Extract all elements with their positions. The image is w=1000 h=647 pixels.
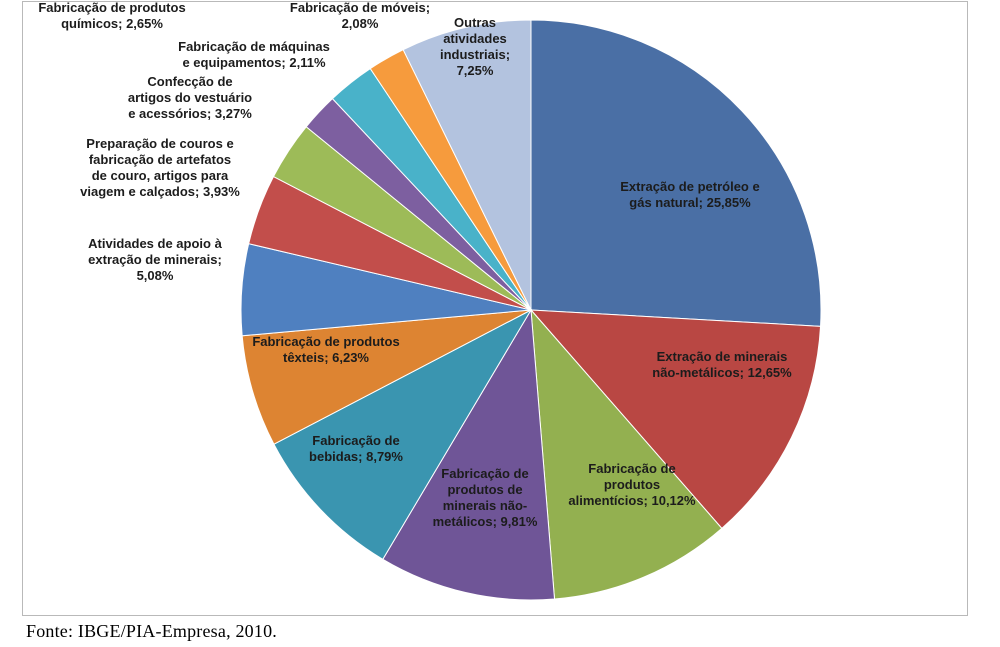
slice-label-line: Fabricação de produtos bbox=[252, 334, 399, 349]
pie-slices bbox=[240, 19, 822, 601]
slice-label-line: Fabricação de bbox=[312, 433, 399, 448]
slice-label: Extração de minerais não-metálicos; 12,65… bbox=[652, 349, 792, 380]
pie-labels: Extração de petróleo e gás natural; 25,85… bbox=[38, 0, 792, 529]
slice-label: Fabricação de produtos alimentícios; 10,12… bbox=[568, 461, 696, 508]
slice-label: Fabricação de produtos têxteis; 6,23% bbox=[252, 334, 399, 365]
slice-label-line: extração de minerais; bbox=[88, 252, 222, 267]
pie-slice bbox=[382, 308, 556, 601]
slice-label-line: artigos do vestuário bbox=[128, 90, 252, 105]
slice-label-line: Fabricação de produtos bbox=[38, 0, 185, 15]
slice-label: Fabricação de produtos químicos; 2,65% bbox=[38, 0, 185, 31]
slice-label-line: Fabricação de móveis; bbox=[290, 0, 430, 15]
slice-label-line: Extração de petróleo e bbox=[620, 179, 759, 194]
slice-label-line: Preparação de couros e bbox=[86, 136, 233, 151]
slice-label-line: químicos; 2,65% bbox=[61, 16, 163, 31]
slice-label: Fabricação de móveis; 2,08% bbox=[290, 0, 430, 31]
slice-label-line: gás natural; 25,85% bbox=[629, 195, 751, 210]
slice-label-line: Outras bbox=[454, 15, 496, 30]
slice-label-line: viagem e calçados; 3,93% bbox=[80, 184, 240, 199]
slice-label-line: fabricação de artefatos bbox=[89, 152, 231, 167]
slice-label-line: Atividades de apoio à bbox=[88, 236, 222, 251]
slice-label-line: 5,08% bbox=[137, 268, 174, 283]
slice-label-line: Confecção de bbox=[147, 74, 232, 89]
pie-slice bbox=[530, 19, 822, 327]
slice-label: Fabricação de máquinas e equipamentos; 2,… bbox=[178, 39, 330, 70]
slice-label-line: minerais não- bbox=[443, 498, 528, 513]
slice-label-line: Fabricação de bbox=[441, 466, 528, 481]
slice-label-line: e equipamentos; 2,11% bbox=[182, 55, 325, 70]
slice-label-line: produtos de bbox=[447, 482, 522, 497]
slice-label-line: Fabricação de bbox=[588, 461, 675, 476]
slice-label-line: Extração de minerais bbox=[657, 349, 788, 364]
slice-label: Fabricação de produtos de minerais não-met… bbox=[433, 466, 538, 529]
pie-slice bbox=[530, 308, 723, 600]
source-note: Fonte: IBGE/PIA-Empresa, 2010. bbox=[26, 621, 277, 641]
slice-label: Outras atividades industriais; 7,25% bbox=[440, 15, 510, 78]
slice-label-line: alimentícios; 10,12% bbox=[568, 493, 696, 508]
slice-label: Preparação de couros e fabricação de arte… bbox=[80, 136, 240, 199]
slice-label-line: bebidas; 8,79% bbox=[309, 449, 403, 464]
slice-label-line: e acessórios; 3,27% bbox=[128, 106, 252, 121]
slice-label-line: não-metálicos; 12,65% bbox=[652, 365, 792, 380]
slice-label-line: produtos bbox=[604, 477, 660, 492]
slice-label-line: metálicos; 9,81% bbox=[433, 514, 538, 529]
slice-label-line: de couro, artigos para bbox=[92, 168, 229, 183]
pie-slice bbox=[529, 309, 822, 530]
pie-slice bbox=[402, 19, 532, 311]
slice-label-line: 7,25% bbox=[457, 63, 494, 78]
slice-label: Atividades de apoio à extração de minerai… bbox=[88, 236, 222, 283]
pie-slice bbox=[241, 309, 532, 445]
pie-slice bbox=[273, 308, 533, 560]
slice-label-line: industriais; bbox=[440, 47, 510, 62]
slice-label-line: 2,08% bbox=[342, 16, 379, 31]
slice-label-line: Fabricação de máquinas bbox=[178, 39, 330, 54]
slice-label: Extração de petróleo e gás natural; 25,85… bbox=[620, 179, 759, 210]
slice-label: Confecção de artigos do vestuário e acessó… bbox=[128, 74, 252, 121]
slice-label: Fabricação de bebidas; 8,79% bbox=[309, 433, 403, 464]
slice-label-line: têxteis; 6,23% bbox=[283, 350, 369, 365]
slice-label-line: atividades bbox=[443, 31, 507, 46]
